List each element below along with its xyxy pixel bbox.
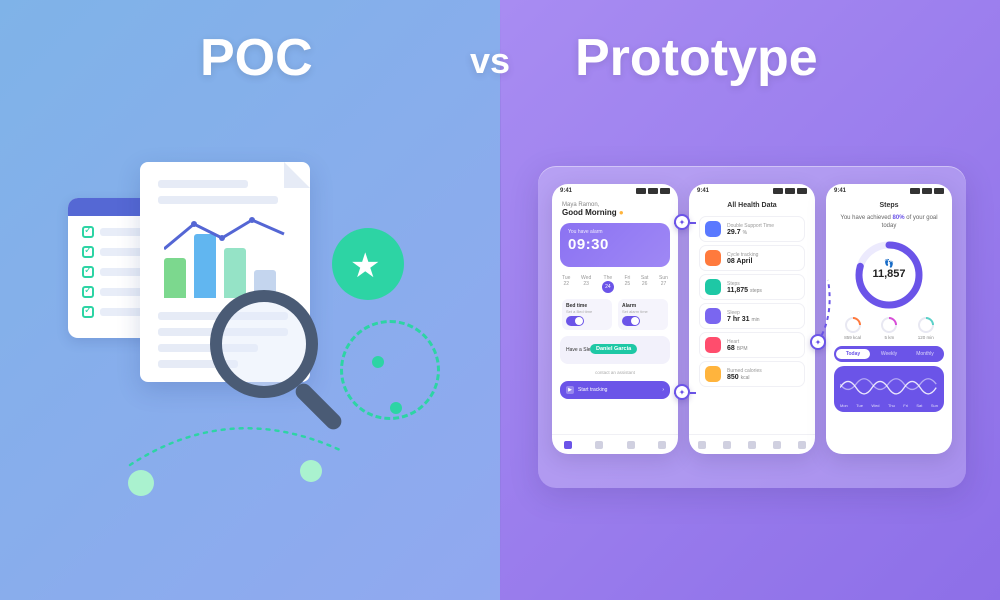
alarm-label: You have alarm xyxy=(568,229,662,235)
nav-icon[interactable] xyxy=(658,441,666,449)
title-prototype: Prototype xyxy=(575,28,818,88)
health-item[interactable]: Burned calories850 kcal xyxy=(699,361,805,387)
alarm-card[interactable]: You have alarm 09:30 xyxy=(560,223,670,267)
greeting-text: Good Morning xyxy=(562,208,617,217)
status-time: 9:41 xyxy=(834,188,846,194)
dot-icon xyxy=(372,356,384,368)
line-chart-icon xyxy=(164,214,294,264)
status-time: 9:41 xyxy=(560,188,572,194)
wifi-icon xyxy=(922,188,932,194)
star-icon: ★ xyxy=(350,246,380,286)
alarm-toggle[interactable] xyxy=(622,316,640,326)
nav-home-icon[interactable] xyxy=(564,441,572,449)
user-tag: Daniel Garcia xyxy=(590,344,637,354)
connector-node-icon xyxy=(674,384,690,400)
nav-icon[interactable] xyxy=(595,441,603,449)
nav-icon[interactable] xyxy=(723,441,731,449)
period-tabs: TodayWeeklyMonthly xyxy=(834,346,944,362)
battery-icon xyxy=(797,188,807,194)
nav-icon[interactable] xyxy=(798,441,806,449)
steps-subtitle: You have achieved 80% of your goal today xyxy=(826,213,952,233)
nav-icon[interactable] xyxy=(748,441,756,449)
dot-icon xyxy=(390,402,402,414)
weekly-chart: MonTueWedThuFriSatSun xyxy=(834,366,944,412)
poc-illustration: ★ xyxy=(60,150,440,530)
nav-icon[interactable] xyxy=(627,441,635,449)
wifi-icon xyxy=(785,188,795,194)
sun-icon: ● xyxy=(619,208,624,217)
health-item[interactable]: Double Support Time29.7 % xyxy=(699,216,805,242)
signal-icon xyxy=(636,188,646,194)
phone-mockup-steps: 9:41 Steps You have achieved 80% of your… xyxy=(826,184,952,454)
toggle-row: Bed timeSet a Bed time AlarmSet alarm ti… xyxy=(552,297,678,332)
nav-icon[interactable] xyxy=(773,441,781,449)
nav-bar xyxy=(552,434,678,454)
alarm-time: 09:30 xyxy=(568,236,662,253)
steps-icon: 👣 xyxy=(853,259,925,268)
title-poc: POC xyxy=(200,28,313,88)
connector-node-icon xyxy=(674,214,690,230)
greeting: Maya Ramon, Good Morning ● xyxy=(552,198,678,219)
alarm-toggle-card[interactable]: AlarmSet alarm time xyxy=(618,299,668,330)
sleep-card[interactable]: Have a Sleeping... Daniel Garcia xyxy=(560,336,670,364)
health-list: Double Support Time29.7 % Cycle tracking0… xyxy=(689,216,815,387)
nav-icon[interactable] xyxy=(698,441,706,449)
health-title: All Health Data xyxy=(689,198,815,213)
health-item[interactable]: Cycle tracking08 April xyxy=(699,245,805,271)
assistant-link[interactable]: contact an assistant xyxy=(552,368,678,377)
mini-stats: 859 kcal5 km120 min xyxy=(826,317,952,340)
prototype-board: 9:41 Maya Ramon, Good Morning ● You have… xyxy=(538,166,966,488)
center-divider xyxy=(500,0,501,600)
magnifier-icon xyxy=(210,290,350,430)
steps-value: 11,857 xyxy=(853,268,925,280)
arrow-icon: › xyxy=(662,387,664,393)
play-icon: ▶ xyxy=(566,386,574,394)
progress-ring: 👣11,857 xyxy=(853,239,925,311)
signal-icon xyxy=(773,188,783,194)
title-vs: vs xyxy=(470,40,510,82)
signal-icon xyxy=(910,188,920,194)
bedtime-sub: Set a Bed time xyxy=(566,309,608,314)
health-item[interactable]: Steps11,875 steps xyxy=(699,274,805,300)
bedtime-toggle[interactable] xyxy=(566,316,584,326)
nav-bar xyxy=(689,434,815,454)
phone-mockup-home: 9:41 Maya Ramon, Good Morning ● You have… xyxy=(552,184,678,454)
status-bar: 9:41 xyxy=(689,184,815,198)
status-bar: 9:41 xyxy=(826,184,952,198)
status-bar: 9:41 xyxy=(552,184,678,198)
steps-title: Steps xyxy=(826,198,952,213)
health-item[interactable]: Heart68 BPM xyxy=(699,332,805,358)
health-item[interactable]: Sleep7 hr 31 min xyxy=(699,303,805,329)
start-tracking-button[interactable]: ▶ Start tracking › xyxy=(560,381,670,399)
battery-icon xyxy=(660,188,670,194)
track-label: Start tracking xyxy=(578,387,607,393)
dotted-curve-icon xyxy=(120,410,350,490)
connector-node-icon xyxy=(810,334,826,350)
infographic-canvas: POC vs Prototype xyxy=(0,0,1000,600)
bedtime-card[interactable]: Bed timeSet a Bed time xyxy=(562,299,612,330)
period-tab[interactable]: Weekly xyxy=(872,349,906,359)
days-row: Tue22Wed23The24Fri25Sat26Sun27 xyxy=(552,271,678,297)
wifi-icon xyxy=(648,188,658,194)
phone-mockup-health: 9:41 All Health Data Double Support Time… xyxy=(689,184,815,454)
period-tab[interactable]: Monthly xyxy=(908,349,942,359)
alarmset-sub: Set alarm time xyxy=(622,309,664,314)
battery-icon xyxy=(934,188,944,194)
period-tab[interactable]: Today xyxy=(836,349,870,359)
status-time: 9:41 xyxy=(697,188,709,194)
